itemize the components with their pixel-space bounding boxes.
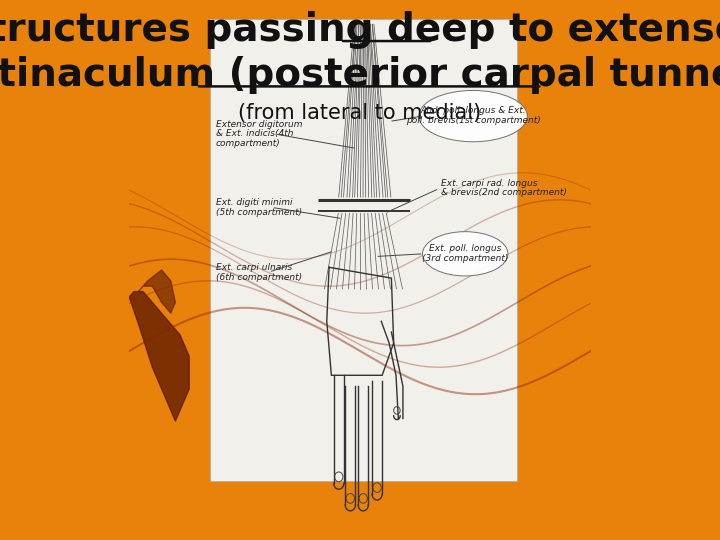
- Polygon shape: [130, 292, 189, 421]
- Text: (5th compartment): (5th compartment): [216, 208, 302, 217]
- Ellipse shape: [419, 90, 527, 141]
- Text: & brevis(2nd compartment): & brevis(2nd compartment): [441, 188, 567, 197]
- FancyBboxPatch shape: [210, 19, 517, 481]
- Text: Structures passing deep to extensor: Structures passing deep to extensor: [0, 11, 720, 49]
- Text: Extensor digitorum: Extensor digitorum: [216, 120, 302, 129]
- Text: (from lateral to medial): (from lateral to medial): [238, 103, 482, 124]
- Text: Abd. poll. longus & Ext.: Abd. poll. longus & Ext.: [420, 106, 526, 114]
- Text: Ext. digiti minimi: Ext. digiti minimi: [216, 198, 292, 207]
- Ellipse shape: [423, 232, 508, 276]
- Text: (6th compartment): (6th compartment): [216, 273, 302, 281]
- Text: poll. brevis(1st compartment): poll. brevis(1st compartment): [405, 117, 541, 125]
- Text: & Ext. indicis(4th: & Ext. indicis(4th: [216, 130, 294, 138]
- Polygon shape: [138, 270, 176, 313]
- Text: Ext. carpi rad. longus: Ext. carpi rad. longus: [441, 179, 537, 188]
- Text: compartment): compartment): [216, 139, 281, 148]
- Text: Ext. carpi ulnaris: Ext. carpi ulnaris: [216, 263, 292, 272]
- Text: Ext. poll. longus: Ext. poll. longus: [429, 244, 501, 253]
- Text: (3rd compartment): (3rd compartment): [422, 254, 508, 262]
- Text: retinaculum (posterior carpal tunnel): retinaculum (posterior carpal tunnel): [0, 56, 720, 93]
